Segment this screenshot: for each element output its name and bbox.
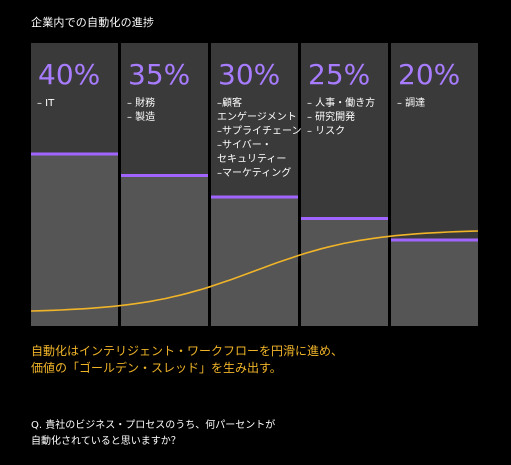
value-marker (211, 195, 298, 199)
percent-label: 40% (38, 58, 100, 91)
adoption-curve (30, 230, 479, 312)
category-label: エンゲージメント (217, 111, 297, 123)
column-background (121, 43, 208, 176)
percent-label: 35% (128, 58, 190, 91)
caption-line-2: 価値の「ゴールデン・スレッド」を生み出す。 (31, 361, 282, 375)
percent-label: 30% (218, 58, 280, 91)
category-label: – 製造 (127, 110, 155, 123)
column-background (211, 43, 298, 197)
column-background (31, 43, 118, 154)
value-marker (121, 174, 208, 177)
category-label: –サイバー・ (217, 139, 272, 151)
category-label: – 調達 (397, 96, 425, 109)
caption-line-1: 自動化はインテリジェント・ワークフローを円滑に進め、 (31, 344, 344, 358)
bar (391, 240, 478, 326)
question: Q. 貴社のビジネス・プロセスのうち、何パーセントが 自動化されていると思います… (31, 418, 275, 450)
value-marker (391, 238, 478, 242)
bar (121, 175, 208, 326)
category-label: – 人事・働き方 (307, 96, 375, 109)
category-label: セキュリティー (217, 153, 286, 165)
category-label: – リスク (307, 125, 345, 137)
column-background (391, 43, 478, 240)
chart-title: 企業内での自動化の進捗 (31, 16, 155, 29)
category-label: –顧客 (217, 96, 242, 109)
bar (31, 154, 118, 326)
category-label: – 財務 (127, 96, 155, 109)
caption: 自動化はインテリジェント・ワークフローを円滑に進め、 価値の「ゴールデン・スレッ… (31, 343, 343, 377)
category-label: –サプライチェーン (217, 125, 302, 137)
question-line-1: Q. 貴社のビジネス・プロセスのうち、何パーセントが (31, 420, 276, 431)
category-label: –マーケティング (217, 166, 291, 179)
category-label: – 研究開発 (307, 110, 355, 123)
bar (301, 218, 388, 326)
value-marker (31, 152, 118, 156)
category-label: – IT (37, 98, 55, 109)
bar (211, 197, 298, 326)
percent-label: 20% (398, 58, 460, 91)
percent-label: 25% (308, 58, 370, 91)
question-line-2: 自動化されていると思いますか？ (31, 436, 181, 447)
column-background (301, 43, 388, 219)
value-marker (301, 217, 388, 220)
automation-progress-chart: 40% – IT 35% – 財務– 製造 30% –顧客 エンゲージメント –サプライチェ… (30, 43, 479, 326)
